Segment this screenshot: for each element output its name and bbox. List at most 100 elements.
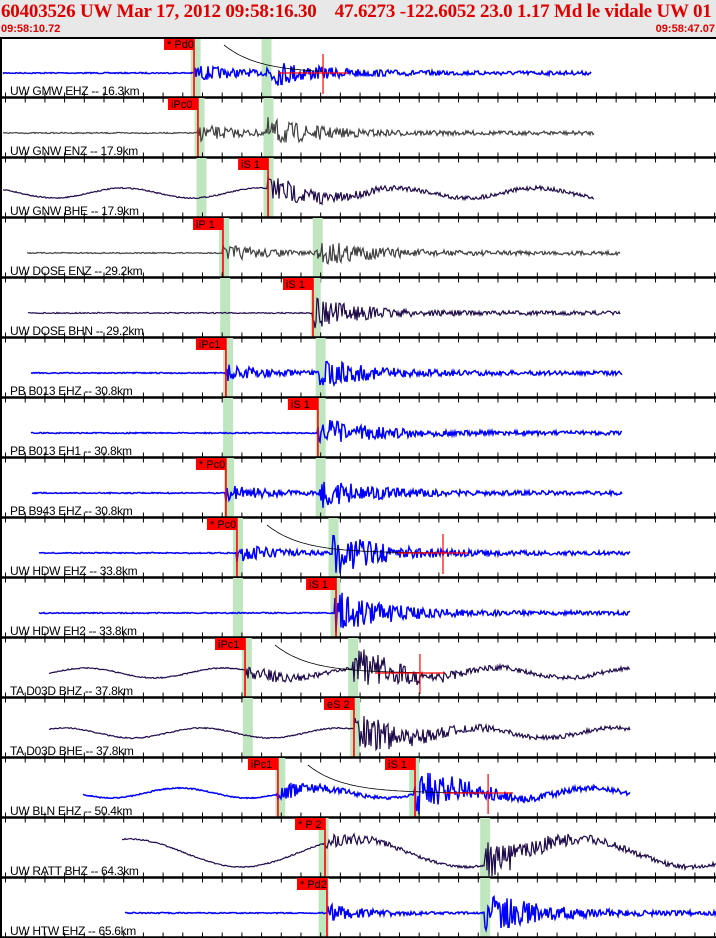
phase-window: [312, 218, 323, 278]
waveform: [27, 297, 621, 329]
station-label: TA D03D BHZ -- 37.8km: [10, 684, 133, 698]
station-label: UW GNW BHE -- 17.9km: [10, 204, 139, 218]
trace-panel[interactable]: eS 2 TA D03D BHE -- 37.8km: [0, 698, 716, 763]
waveform: [2, 63, 592, 86]
phase-window: [350, 698, 361, 758]
start-time: 09:58:10.72: [1, 23, 61, 35]
trace-panel[interactable]: * P 2 UW RATT BHZ -- 64.3km: [0, 818, 716, 883]
pick-label: * Pc0: [210, 519, 236, 531]
pick-label-box: [238, 158, 269, 170]
phase-window: [232, 518, 243, 578]
waveform: [38, 592, 631, 633]
phase-window: [315, 338, 326, 398]
phase-window: [196, 158, 207, 218]
station-label: PB B013 EH1 -- 30.8km: [10, 444, 132, 458]
pick-label-box: [306, 578, 337, 590]
pick-label-box: [167, 98, 198, 110]
phase-window: [318, 878, 329, 938]
waveform: [2, 117, 595, 144]
phase-window: [315, 458, 326, 518]
pick-label: iP 1: [196, 219, 215, 231]
phase-window: [480, 818, 491, 878]
station-label: UW GMW EHZ -- 16.3km: [10, 84, 140, 98]
phase-window: [275, 758, 286, 818]
pick-label-box: [282, 278, 313, 290]
pick-label: iPc0: [171, 99, 192, 111]
phase-window: [232, 578, 243, 638]
waveform: [121, 832, 716, 877]
pick-label: iS 1: [291, 399, 310, 411]
pick-label: iS 1: [286, 279, 305, 291]
pick-label: iPc1: [199, 339, 220, 351]
station-label: UW HDW EH2 -- 33.8km: [10, 624, 137, 638]
trace-panel[interactable]: iS 1 PB B013 EH1 -- 30.8km: [0, 398, 716, 463]
station-label: TA D03D BHE -- 37.8km: [10, 744, 134, 758]
station-label: UW GNW ENZ -- 17.9km: [10, 144, 138, 158]
pick-label-box: [206, 518, 237, 530]
phase-window: [220, 278, 231, 338]
pick-label: iPc1: [251, 759, 272, 771]
waveform: [31, 481, 623, 508]
station-label: UW DOSE BHN -- 29.2km: [10, 324, 144, 338]
waveform: [30, 360, 623, 388]
pick-label: eS 2: [327, 699, 350, 711]
coda-curve: [223, 44, 324, 72]
phase-window: [310, 278, 321, 338]
waveform: [27, 243, 621, 265]
pick-label-box: [247, 758, 278, 770]
pick-label-box: [287, 398, 318, 410]
pick-label-box: [323, 698, 354, 710]
trace-panel[interactable]: * Pd0 UW GMW EHZ -- 16.3km: [0, 38, 716, 103]
station-label: UW RATT BHZ -- 64.3km: [10, 864, 139, 878]
waveform: [30, 420, 623, 445]
coda-curve: [266, 524, 441, 554]
waveform: [48, 649, 631, 686]
pick-label-box: [164, 38, 195, 50]
pick-label-box: [215, 638, 246, 650]
pick-label: * Pd0: [167, 39, 194, 51]
phase-window: [480, 878, 491, 938]
end-time: 09:58:47.07: [655, 23, 715, 35]
event-header: 60403526 UW Mar 17, 2012 09:58:16.30 47.…: [0, 0, 716, 37]
station-label: UW BLN EHZ -- 50.4km: [10, 804, 132, 818]
pick-label-box: [296, 878, 327, 890]
waveform: [82, 772, 631, 815]
trace-panel[interactable]: iPc0 UW GNW ENZ -- 17.9km: [0, 98, 716, 163]
pick-label: * Pc0: [199, 459, 225, 471]
trace-panel[interactable]: iS 1 UW GNW BHE -- 17.9km: [0, 158, 716, 223]
trace-panel[interactable]: iP 1 UW DOSE ENZ -- 29.2km: [0, 218, 716, 283]
pick-label-box: [192, 218, 223, 230]
waveform: [3, 175, 595, 206]
phase-window: [241, 638, 252, 698]
pick-label: iS 1: [241, 159, 260, 171]
phase-window: [328, 518, 339, 578]
trace-panel[interactable]: iS 1 UW DOSE BHN -- 29.2km: [0, 278, 716, 343]
trace-panel[interactable]: * Pd2 UW HTW EHZ -- 65.6km: [0, 878, 716, 938]
trace-panel[interactable]: iPc1 PB B013 EHZ -- 30.8km: [0, 338, 716, 403]
pick-label: iS 1: [309, 579, 328, 591]
seismogram-panels[interactable]: * Pd0 UW GMW EHZ -- 16.3km iPc0 UW GNW ENZ …: [0, 37, 716, 938]
event-title: 60403526 UW Mar 17, 2012 09:58:16.30 47.…: [1, 1, 716, 22]
coda-curve: [274, 644, 419, 673]
pick-label-box: [385, 758, 416, 770]
waveform: [38, 534, 631, 574]
phase-window: [242, 698, 253, 758]
waveform: [124, 894, 716, 934]
phase-window: [315, 398, 326, 458]
station-label: PB B943 EHZ -- 30.8km: [10, 504, 133, 518]
pick-label-box: [295, 818, 326, 830]
phase-window: [224, 458, 235, 518]
station-label: UW HTW EHZ -- 65.6km: [10, 924, 136, 938]
pick-label: * P 2: [298, 819, 322, 831]
trace-panel[interactable]: iPc1 iS 1 UW BLN EHZ -- 50.4km: [0, 758, 716, 823]
pick-label: iS 1: [388, 759, 407, 771]
pick-label-box: [195, 338, 226, 350]
station-label: PB B013 EHZ -- 30.8km: [10, 384, 133, 398]
trace-panel[interactable]: iS 1 UW HDW EH2 -- 33.8km: [0, 578, 716, 643]
trace-panel[interactable]: * Pc0 UW HDW EHZ -- 33.8km: [0, 518, 716, 583]
trace-panel[interactable]: * Pc0 PB B943 EHZ -- 30.8km: [0, 458, 716, 523]
pick-label: * Pd2: [300, 879, 327, 891]
trace-panel[interactable]: iPc1 TA D03D BHZ -- 37.8km: [0, 638, 716, 703]
waveform: [48, 716, 631, 752]
pick-label-box: [195, 458, 226, 470]
